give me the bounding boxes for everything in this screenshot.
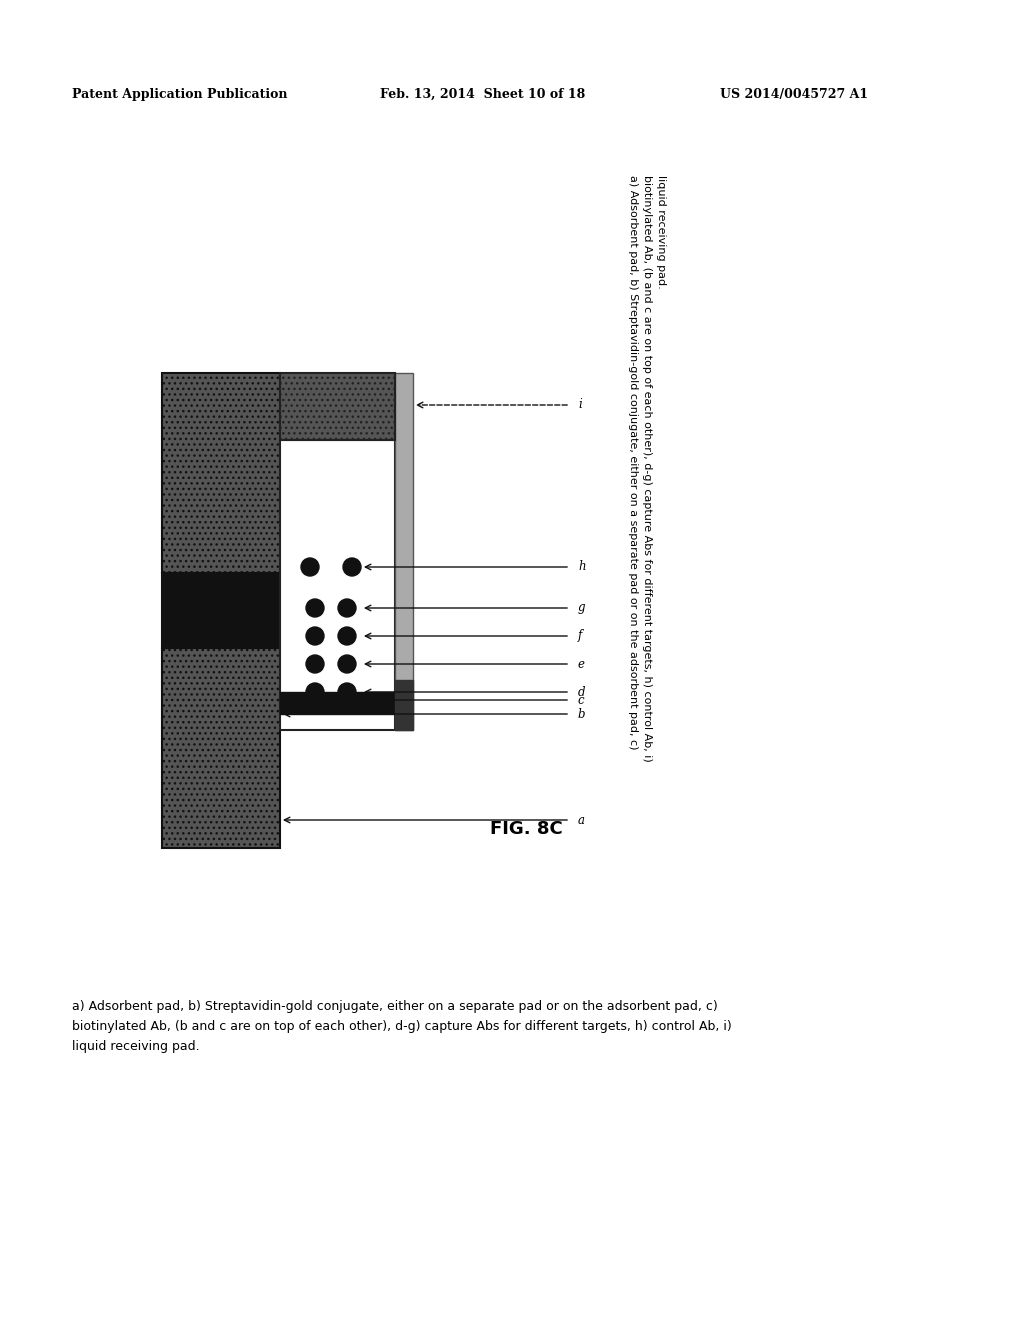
Text: Feb. 13, 2014  Sheet 10 of 18: Feb. 13, 2014 Sheet 10 of 18 [380,88,586,102]
Text: Patent Application Publication: Patent Application Publication [72,88,288,102]
Text: liquid receiving pad.: liquid receiving pad. [72,1040,200,1053]
Text: e: e [578,657,585,671]
Text: c: c [578,693,585,706]
Text: US 2014/0045727 A1: US 2014/0045727 A1 [720,88,868,102]
Circle shape [343,558,361,576]
Text: biotinylated Ab, (b and c are on top of each other), d-g) capture Abs for differ: biotinylated Ab, (b and c are on top of … [642,176,652,762]
Text: f: f [578,630,583,643]
Bar [280,692,395,714]
Bar [162,573,280,648]
Circle shape [338,599,356,616]
Text: a: a [578,813,585,826]
Bar [162,648,280,847]
Circle shape [301,558,319,576]
Text: a) Adsorbent pad, b) Streptavidin-gold conjugate, either on a separate pad or on: a) Adsorbent pad, b) Streptavidin-gold c… [628,176,638,750]
Text: FIG. 8C: FIG. 8C [490,820,563,838]
Text: liquid receiving pad.: liquid receiving pad. [656,176,666,289]
Text: b: b [578,708,586,721]
Text: i: i [578,399,582,412]
Text: d: d [578,685,586,698]
Circle shape [338,682,356,701]
Bar [280,440,395,730]
Bar [395,374,413,730]
Bar [395,680,413,730]
Text: biotinylated Ab, (b and c are on top of each other), d-g) capture Abs for differ: biotinylated Ab, (b and c are on top of … [72,1020,732,1034]
Text: a) Adsorbent pad, b) Streptavidin-gold conjugate, either on a separate pad or on: a) Adsorbent pad, b) Streptavidin-gold c… [72,1001,718,1012]
Circle shape [306,655,324,673]
Circle shape [338,627,356,645]
Circle shape [338,655,356,673]
Bar [280,374,395,440]
Circle shape [306,627,324,645]
Text: h: h [578,561,586,573]
Circle shape [306,599,324,616]
Circle shape [306,682,324,701]
Text: g: g [578,602,586,615]
Bar [162,374,280,573]
